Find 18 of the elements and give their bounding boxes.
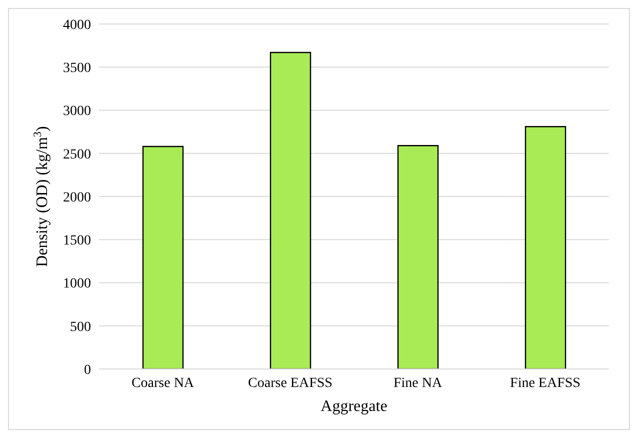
y-tick-label: 3000 [63,104,91,120]
y-tick-label: 2500 [63,147,91,162]
y-tick-label: 2000 [63,190,91,206]
bar [270,52,312,369]
y-tick-label: 4000 [63,18,91,33]
bar [397,145,439,369]
y-tick-label: 3500 [63,61,91,76]
x-tick-label: Fine NA [393,376,443,391]
x-tick-label: Coarse EAFSS [248,376,332,391]
bar [524,126,566,369]
x-tick-label: Coarse NA [131,376,195,391]
y-tick-label: 1000 [63,276,91,292]
y-tick-label: 500 [70,320,91,335]
x-tick-label: Fine EAFSS [510,376,580,391]
x-axis-title: Aggregate [320,398,388,415]
y-tick-label: 1500 [63,234,91,249]
y-tick-label: 0 [84,362,91,378]
bar [142,146,184,369]
